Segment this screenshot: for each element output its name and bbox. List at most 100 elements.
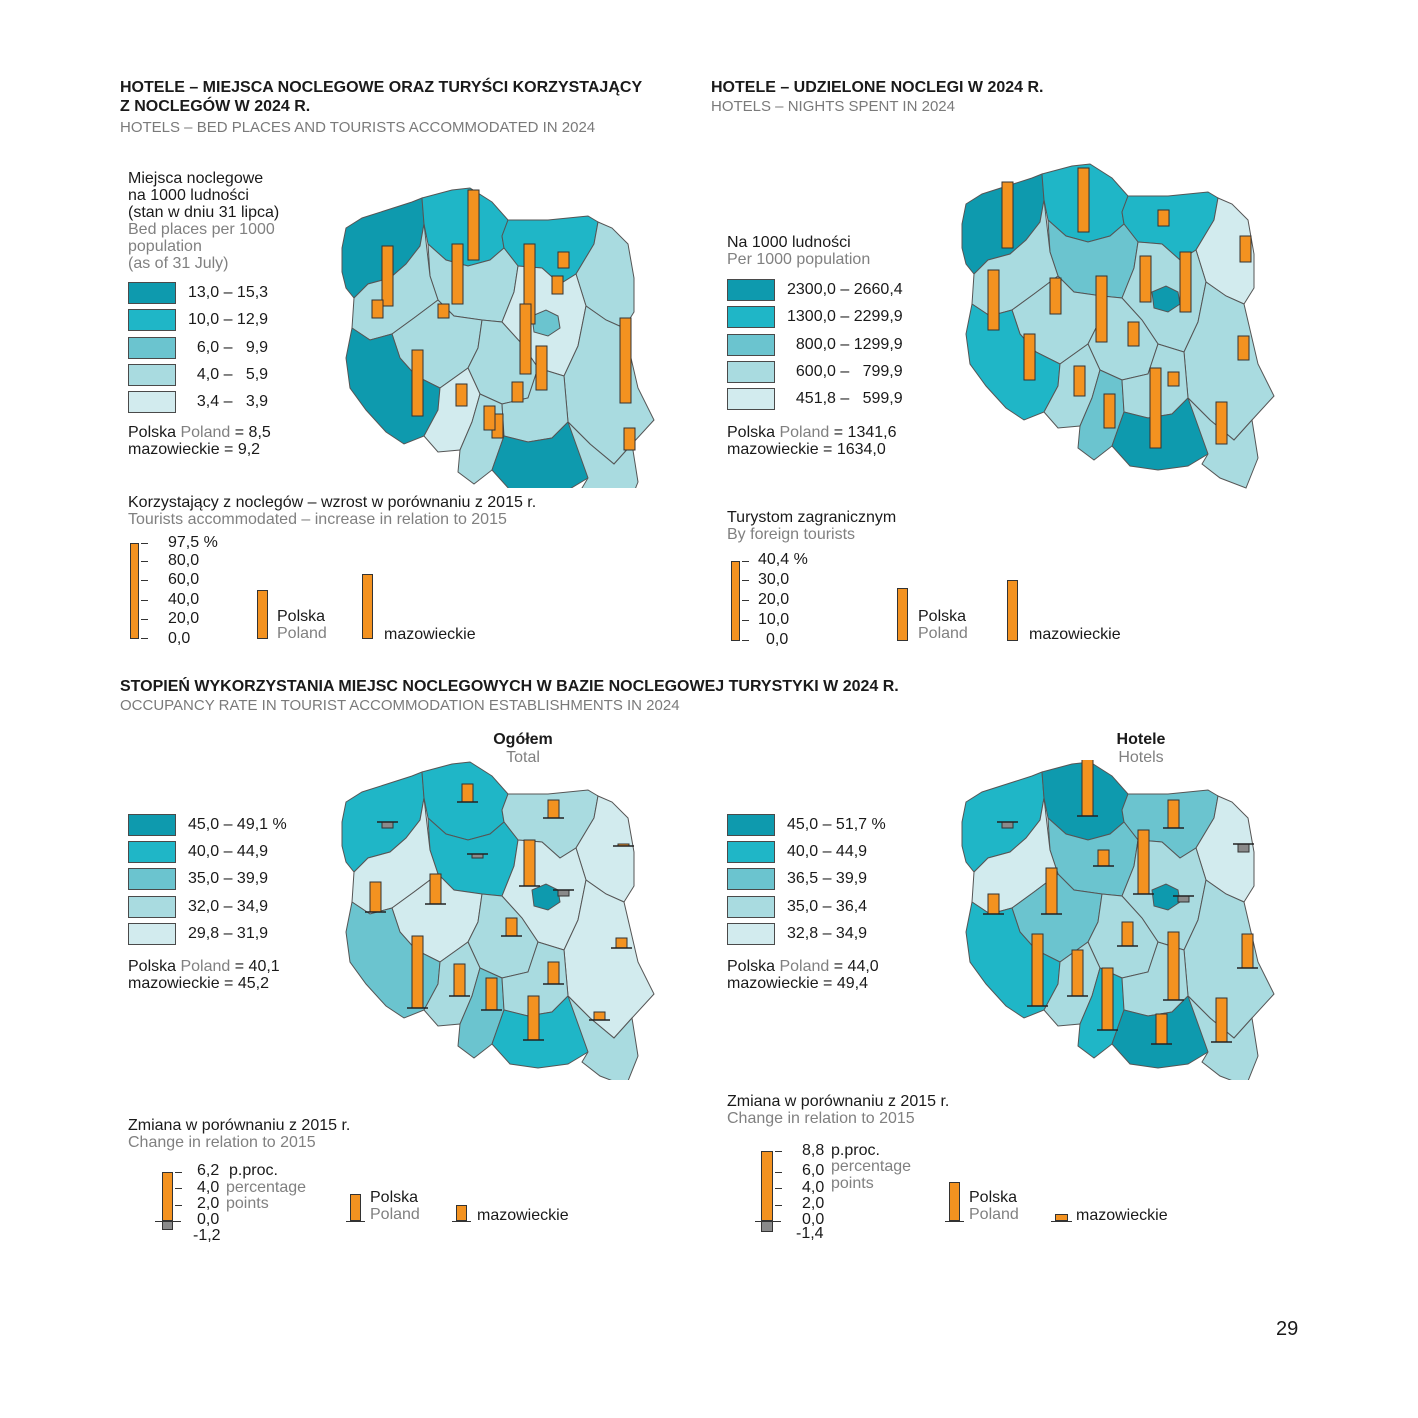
scale-unit-en: percentage: [831, 1158, 912, 1175]
map-bar: [451, 243, 464, 305]
map-bar: [1237, 335, 1250, 361]
legend-title-en: Per 1000 population: [727, 251, 871, 268]
stat-poland-label-en: Poland: [180, 958, 231, 975]
scale-tick: [141, 638, 148, 639]
legend-range: 451,8 – 599,9: [787, 390, 903, 407]
map-bar: [1077, 167, 1090, 233]
stat-region: mazowieckie = 9,2: [128, 441, 261, 458]
map-bar: [455, 383, 468, 407]
scale-tick-label: 4,0: [197, 1179, 220, 1196]
legend-row: 10,0 – 12,9: [128, 309, 268, 331]
scale-unit-en: points: [831, 1175, 874, 1192]
section2-title: HOTELE – UDZIELONE NOCLEGI W 2024 R.: [711, 79, 1044, 96]
stat-poland-label-en: Poland: [779, 958, 830, 975]
legend-row: 6,0 – 9,9: [128, 337, 268, 359]
stat-region: mazowieckie = 45,2: [128, 975, 269, 992]
legend-swatch: [128, 309, 176, 331]
map-bar: [1137, 829, 1150, 895]
section3-right-stats: Polska Poland = 44,0 mazowieckie = 49,4: [727, 958, 879, 992]
legend-range: 29,8 – 31,9: [188, 925, 269, 942]
cat-poland-en: Poland: [918, 625, 968, 642]
scale-tick-label: 20,0: [758, 591, 790, 608]
legend-swatch: [128, 923, 176, 945]
map-bar: [1215, 401, 1228, 445]
map-bar: [1239, 235, 1252, 263]
bars-title-en: Change in relation to 2015: [128, 1134, 316, 1151]
bar-mazowieckie: [1055, 1214, 1068, 1221]
cat-poland: Polska Poland: [918, 608, 968, 642]
legend-row: 32,0 – 34,9: [128, 896, 268, 918]
stat-poland-value: = 1341,6: [833, 424, 897, 441]
cat-poland-pl: Polska: [918, 608, 967, 625]
bars-title-en: Tourists accommodated – increase in rela…: [128, 511, 507, 528]
scale-unit-en: points: [226, 1195, 269, 1212]
scale-unit-pl: p.proc.: [831, 1142, 880, 1159]
legend-range: 45,0 – 51,7 %: [787, 816, 886, 833]
scale-tick: [742, 561, 749, 562]
legend-range: 40,0 – 44,9: [188, 843, 269, 860]
scale-tick: [175, 1188, 182, 1189]
legend-swatch: [727, 923, 775, 945]
map-bar: [557, 889, 570, 897]
stat-poland-value: = 44,0: [833, 958, 879, 975]
legend-swatch: [727, 814, 775, 836]
cat-poland: Polska Poland: [969, 1189, 1019, 1223]
legend-row: 40,0 – 44,9: [727, 841, 867, 863]
section3-subtitle: OCCUPANCY RATE IN TOURIST ACCOMMODATION …: [120, 697, 680, 714]
legend-row: 29,8 – 31,9: [128, 923, 268, 945]
map-bar: [1127, 321, 1140, 347]
legend-swatch: [727, 306, 775, 328]
map-bar: [1241, 933, 1254, 969]
legend-row: 451,8 – 599,9: [727, 388, 903, 410]
map-title-en: Hotels: [1118, 749, 1164, 766]
legend-range: 40,0 – 44,9: [787, 843, 868, 860]
map-bar: [1155, 1013, 1168, 1045]
scale-bar: [761, 1151, 773, 1221]
scale-tick: [141, 561, 148, 562]
map-bar: [1045, 867, 1058, 915]
map-bar: [987, 269, 1000, 331]
map-bar: [619, 317, 632, 404]
map-bar: [1149, 367, 1162, 449]
scale-tick: [742, 620, 749, 621]
legend-range: 1300,0 – 2299,9: [787, 308, 903, 325]
legend-range: 36,5 – 39,9: [787, 870, 868, 887]
scale-tick: [141, 619, 148, 620]
legend-title-line: na 1000 ludności: [128, 187, 249, 204]
legend-row: 32,8 – 34,9: [727, 923, 867, 945]
section2-legend-title: Na 1000 ludności Per 1000 population: [727, 234, 870, 268]
cat-poland: Polska Poland: [370, 1189, 420, 1223]
scale-baseline: [155, 1221, 181, 1222]
section1-bars-title: Korzystający z noclegów – wzrost w porów…: [128, 494, 536, 528]
map-bar: [381, 245, 394, 307]
map-bar: [535, 345, 548, 391]
stat-poland-label: Polska: [727, 424, 776, 441]
map-bar: [527, 995, 540, 1041]
scale-tick-label: 4,0: [802, 1179, 825, 1196]
cat-poland-en: Poland: [969, 1206, 1019, 1223]
map-bar: [1215, 997, 1228, 1043]
scale-tick: [775, 1205, 782, 1206]
legend-range: 13,0 – 15,3: [188, 284, 269, 301]
region-pk: [567, 421, 639, 488]
bars-title-pl: Zmiana w porównaniu z 2015 r.: [727, 1093, 950, 1110]
legend-swatch: [128, 364, 176, 386]
map-bar: [1081, 760, 1094, 817]
map-bar: [1139, 255, 1152, 303]
map-bar: [1073, 365, 1086, 397]
legend-swatch: [128, 814, 176, 836]
legend-swatch: [128, 391, 176, 413]
legend-swatch: [727, 361, 775, 383]
stat-poland-label: Polska: [727, 958, 776, 975]
legend-range: 600,0 – 799,9: [787, 363, 903, 380]
map-bar: [411, 349, 424, 417]
map-bar: [437, 303, 450, 319]
cat-poland: Polska Poland: [277, 608, 327, 642]
legend-title-line: (stan w dniu 31 lipca): [128, 204, 280, 221]
scale-tick-label: 20,0: [168, 610, 200, 627]
map-nights-spent: [961, 163, 1275, 489]
scale-tick: [742, 640, 749, 641]
bars-title-pl: Turystom zagranicznym: [727, 509, 897, 526]
bar-mazowieckie: [1007, 580, 1018, 641]
map-title-hotels: Hotele Hotels: [1081, 731, 1201, 767]
